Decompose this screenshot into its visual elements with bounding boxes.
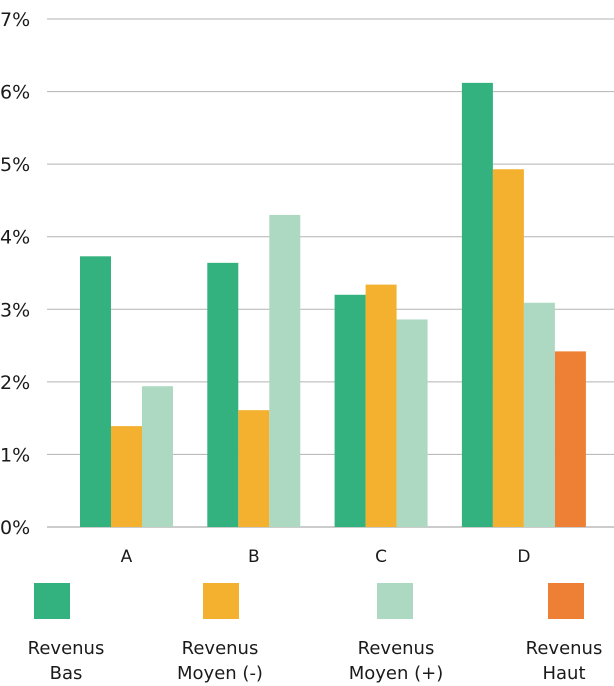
legend-swatch xyxy=(34,583,70,619)
bar xyxy=(334,294,366,527)
bar xyxy=(492,169,524,528)
legend-swatch xyxy=(548,583,584,619)
x-tick-label: C xyxy=(375,547,387,567)
y-tick-label: 4% xyxy=(0,227,30,249)
legend-swatch xyxy=(377,583,413,619)
legend-label: Revenus Moyen (-) xyxy=(177,638,263,684)
bar xyxy=(365,284,397,527)
x-tick-label: B xyxy=(248,547,260,567)
bar xyxy=(142,386,173,527)
legend: Revenus Bas Revenus Moyen (-) Revenus Moyen (… xyxy=(28,583,603,684)
bar xyxy=(554,351,586,527)
y-axis-ticks: 0% 1% 2% 3% 4% 5% 6% 7% xyxy=(0,9,30,539)
bar xyxy=(238,410,270,527)
x-tick-label: D xyxy=(517,547,530,567)
y-tick-label: 5% xyxy=(0,154,30,176)
legend-label: Revenus Moyen (+) xyxy=(349,638,444,684)
y-tick-label: 0% xyxy=(0,517,30,539)
bar xyxy=(461,82,493,527)
x-axis-ticks: A B C D xyxy=(121,547,531,567)
y-tick-label: 3% xyxy=(0,299,30,321)
bar xyxy=(111,426,142,527)
legend-label: Revenus Bas xyxy=(28,638,105,684)
bar xyxy=(80,256,111,527)
bar xyxy=(269,214,301,527)
y-tick-label: 6% xyxy=(0,82,30,104)
bars xyxy=(80,82,586,528)
y-tick-label: 2% xyxy=(0,372,30,394)
y-tick-label: 7% xyxy=(0,9,30,31)
bar xyxy=(396,319,428,527)
legend-swatch xyxy=(203,583,239,619)
bar xyxy=(207,262,239,527)
y-tick-label: 1% xyxy=(0,444,30,466)
legend-label: Revenus Haut xyxy=(526,638,603,684)
x-tick-label: A xyxy=(121,547,133,567)
bar xyxy=(523,302,555,527)
